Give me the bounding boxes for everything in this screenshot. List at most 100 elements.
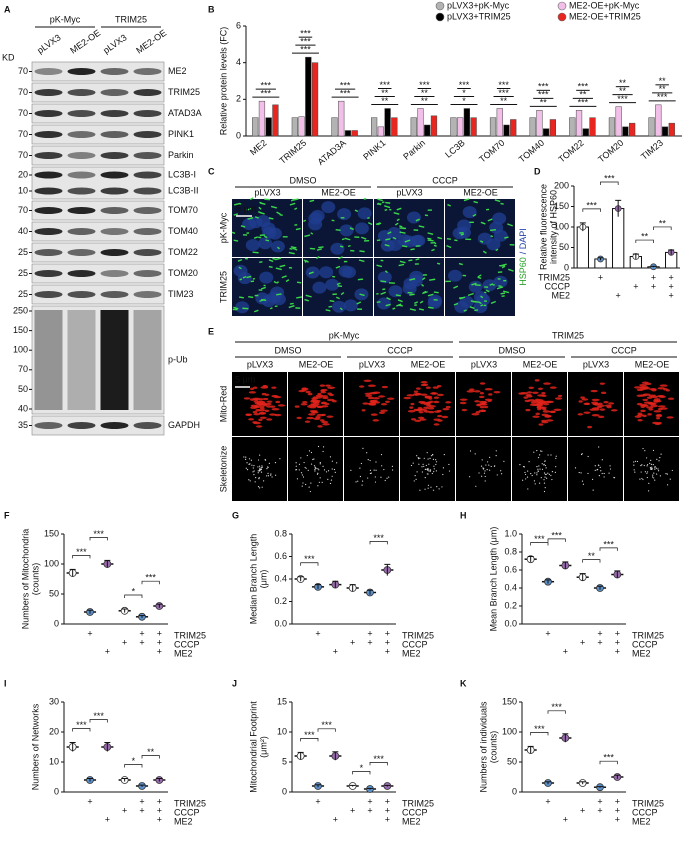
mito-red (327, 398, 335, 402)
skeleton-dot (537, 468, 539, 470)
mito-red (255, 409, 261, 412)
skeleton-dot (310, 463, 313, 465)
skeleton-dot (543, 490, 546, 493)
mito-signal (281, 275, 287, 279)
skeleton-dot (322, 450, 324, 453)
mito-signal (332, 275, 336, 278)
nucleus (245, 239, 260, 252)
mito-signal (347, 244, 351, 248)
mito-red (419, 418, 427, 421)
skeleton-dot (587, 472, 589, 475)
smear (67, 310, 96, 410)
mito-red (538, 400, 546, 403)
condition-mark: + (367, 805, 372, 815)
mito-red (493, 390, 501, 394)
nucleus (259, 271, 274, 284)
mito-signal (396, 218, 400, 222)
scale-bar-label: 5 μm (235, 374, 255, 384)
band (133, 110, 162, 117)
x-tick-label: PINK1 (361, 138, 387, 162)
mito-red (445, 401, 452, 404)
y-tick-label: 150 (502, 696, 517, 706)
mito-signal (453, 285, 459, 289)
skeleton-dot (484, 475, 486, 478)
mito-red (300, 403, 308, 406)
mito-red (261, 392, 267, 396)
skeleton-dot (323, 469, 326, 471)
protein-name: GAPDH (168, 420, 200, 430)
smear (100, 310, 129, 410)
sig-bracket (72, 555, 91, 559)
skeleton-dot (427, 484, 430, 486)
sig-label: *** (586, 200, 597, 210)
skeleton-dot (327, 478, 329, 480)
skeleton-dot (305, 483, 307, 486)
skeleton-dot (375, 469, 377, 471)
skeleton-dot (374, 476, 376, 478)
skeleton-dot (380, 453, 383, 456)
kd-marker: 25 (18, 289, 28, 299)
mito-signal (385, 201, 391, 204)
skeleton-dot (574, 467, 577, 469)
skeleton-dot (331, 460, 333, 462)
skeleton-dot (545, 467, 547, 469)
skeleton-dot (298, 463, 301, 465)
skeleton-dot (433, 465, 435, 467)
skeleton-dot (258, 470, 260, 472)
mito-signal (233, 306, 239, 310)
mito-signal (354, 209, 359, 213)
skeleton-dot (267, 475, 270, 477)
mito-red (363, 379, 372, 382)
bar (457, 117, 464, 137)
mito-red (665, 389, 670, 392)
skeleton-dot (578, 471, 580, 474)
mito-signal (479, 240, 484, 243)
mito-signal (239, 278, 243, 281)
mito-signal (415, 258, 420, 261)
sig-label: *** (373, 754, 384, 764)
mito-signal (393, 212, 400, 215)
treatment-label: DMSO (275, 345, 302, 355)
skeleton-dot (423, 457, 425, 459)
skeleton-dot (318, 481, 320, 483)
skeleton-dot (646, 476, 648, 479)
mito-red (642, 393, 651, 396)
mito-signal (309, 247, 316, 250)
sig-label: *** (617, 94, 628, 104)
skeleton-dot (257, 472, 259, 474)
mito-signal (427, 239, 434, 242)
lane-label: pLVX3 (471, 359, 497, 369)
mito-red (538, 423, 544, 426)
skeleton-dot (495, 455, 497, 457)
mito-red (587, 425, 593, 429)
sig-label: ** (381, 96, 389, 106)
mito-red (253, 412, 261, 416)
bar (430, 115, 438, 137)
kd-marker: 50 (18, 384, 28, 394)
skeleton-dot (432, 489, 435, 491)
mito-red (372, 419, 380, 422)
skeleton-dot (469, 476, 471, 478)
lane-label: ME2-OE (463, 187, 498, 197)
mito-signal (361, 236, 367, 240)
protein-name: TOM20 (168, 268, 198, 278)
skeleton-dot (360, 462, 363, 465)
skeleton-dot (245, 456, 247, 458)
condition-name: TRIM25 (402, 630, 434, 640)
mito-red (528, 386, 534, 389)
skeleton-dot (646, 457, 648, 459)
y-tick-label: 0 (236, 130, 241, 140)
skeleton-dot (314, 467, 316, 469)
mito-red (484, 388, 493, 391)
skeleton-dot (267, 466, 269, 469)
mito-signal (401, 245, 408, 248)
skeleton-dot (298, 469, 300, 471)
mito-signal (335, 296, 340, 300)
condition-mark: + (598, 272, 603, 282)
mito-red (646, 396, 653, 399)
skeleton-dot (543, 464, 545, 466)
row-label: TRIM25 (218, 271, 228, 303)
skeleton-dot (435, 459, 437, 461)
mito-signal (433, 291, 439, 294)
skeleton-dot (427, 487, 429, 489)
